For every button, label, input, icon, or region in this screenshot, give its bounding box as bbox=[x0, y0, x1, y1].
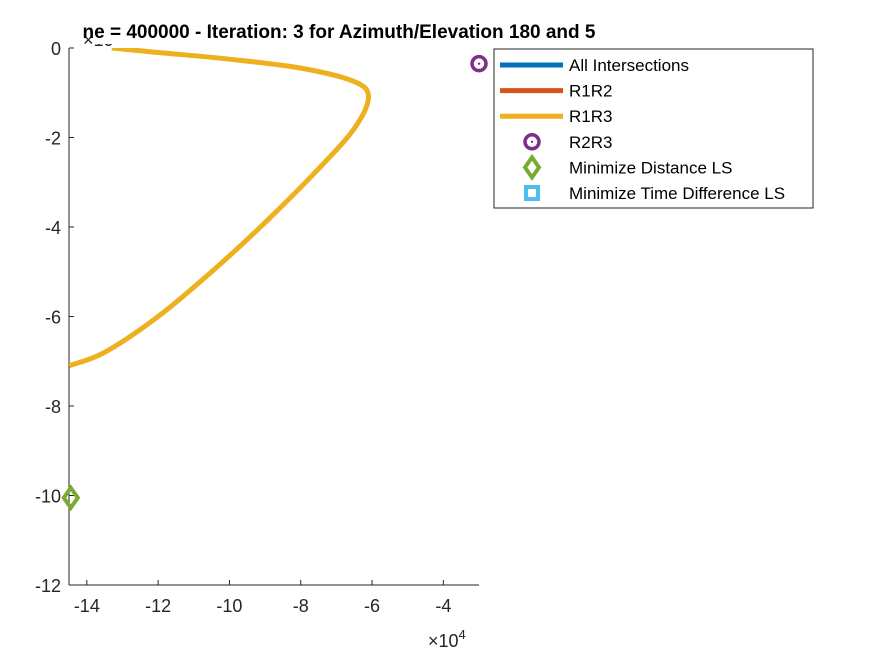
legend: All Intersections R1R2 R1R3 R2R3 Minimize Di… bbox=[493, 48, 814, 209]
markers bbox=[61, 54, 488, 512]
x-tick-label: -6 bbox=[364, 596, 380, 616]
chart-title: ne = 400000 - Iteration: 3 for Azimuth/E… bbox=[83, 22, 596, 43]
legend-swatch-minimize-time-difference-ls bbox=[524, 185, 540, 201]
legend-swatch-r2r3-center bbox=[530, 140, 534, 143]
y-tick-label: 0 bbox=[51, 39, 61, 59]
series-marker-r2r3 bbox=[470, 54, 488, 73]
x-exponent-label: ×104 bbox=[428, 627, 466, 651]
legend-swatch-minimize-distance-ls bbox=[522, 153, 542, 181]
legend-label-minimize-distance-ls: Minimize Distance LS bbox=[569, 158, 732, 177]
y-ticks: 0 -2 -4 -6 -8 -10 -12 bbox=[35, 39, 74, 596]
series-marker-r2r3-center bbox=[477, 62, 481, 65]
title-backdrop bbox=[95, 20, 611, 44]
legend-label-all-intersections: All Intersections bbox=[569, 56, 689, 75]
plot-area bbox=[69, 48, 371, 369]
y-tick-label: -8 bbox=[45, 397, 61, 417]
legend-swatch-r2r3 bbox=[523, 133, 541, 151]
legend-label-r2r3: R2R3 bbox=[569, 133, 612, 152]
x-tick-label: -12 bbox=[145, 596, 171, 616]
y-tick-label: -12 bbox=[35, 576, 61, 596]
series-marker-minimize-distance-ls bbox=[61, 484, 81, 512]
y-tick-label: -6 bbox=[45, 308, 61, 328]
y-tick-label: -4 bbox=[45, 218, 61, 238]
x-tick-label: -10 bbox=[216, 596, 242, 616]
legend-label-r1r3: R1R3 bbox=[569, 107, 612, 126]
y-tick-label: -10 bbox=[35, 487, 61, 507]
series-line-r1r3 bbox=[69, 48, 371, 369]
y-tick-label: -2 bbox=[45, 129, 61, 149]
axes bbox=[68, 48, 479, 586]
legend-label-r1r2: R1R2 bbox=[569, 82, 612, 101]
legend-box bbox=[493, 48, 814, 209]
x-ticks: -14 -12 -10 -8 -6 -4 bbox=[74, 580, 451, 616]
x-tick-label: -14 bbox=[74, 596, 100, 616]
x-tick-label: -4 bbox=[435, 596, 451, 616]
legend-label-minimize-time-difference-ls: Minimize Time Difference LS bbox=[569, 184, 785, 203]
x-tick-label: -8 bbox=[293, 596, 309, 616]
